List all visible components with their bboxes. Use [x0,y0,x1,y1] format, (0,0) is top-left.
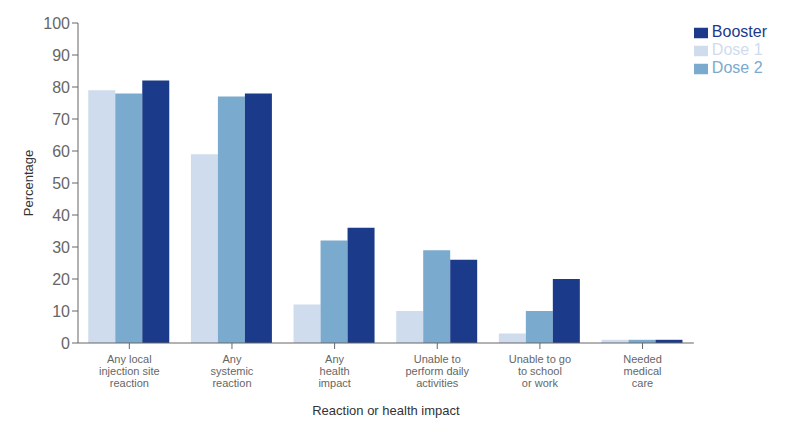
svg-text:20: 20 [52,271,70,288]
svg-text:Neededmedicalcare: Neededmedicalcare [623,353,662,389]
svg-text:Anysystemicreaction: Anysystemicreaction [211,353,254,389]
svg-text:Any localinjection sitereactio: Any localinjection sitereaction [99,353,160,389]
svg-text:80: 80 [52,79,70,96]
svg-text:Anyhealthimpact: Anyhealthimpact [318,353,350,389]
svg-text:60: 60 [52,143,70,160]
svg-text:40: 40 [52,207,70,224]
svg-text:10: 10 [52,303,70,320]
svg-text:Percentage: Percentage [21,150,36,217]
svg-text:100: 100 [43,15,70,32]
svg-text:Reaction or health impact: Reaction or health impact [312,403,460,418]
svg-text:90: 90 [52,47,70,64]
svg-text:50: 50 [52,175,70,192]
svg-text:Unable toperform dailyactiviti: Unable toperform dailyactivities [405,353,469,389]
html-text:Dose 2: Dose 2 [711,59,763,76]
html-text:Dose 1: Dose 1 [711,41,763,58]
svg-text:30: 30 [52,239,70,256]
svg-text:Unable to goto schoolor work: Unable to goto schoolor work [509,353,571,389]
svg-text:0: 0 [61,335,70,352]
html-text:Booster: Booster [711,23,767,40]
svg-text:70: 70 [52,111,70,128]
